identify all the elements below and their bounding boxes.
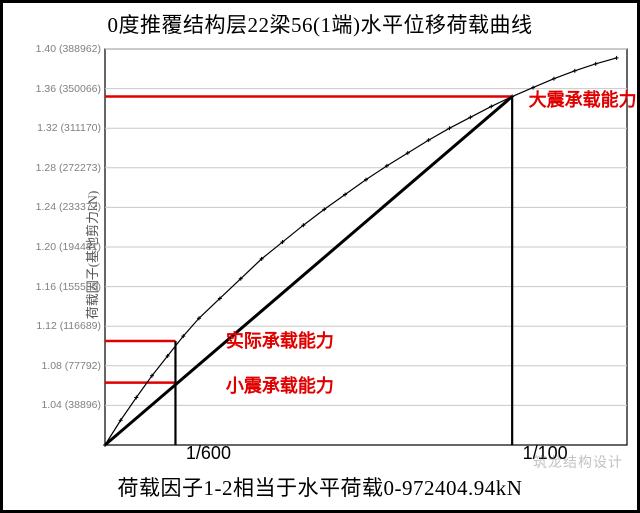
y-tick-label: 1.16 (155585): [36, 281, 101, 293]
y-tick-label: 1.28 (272273): [36, 162, 101, 174]
annotation-label: 实际承载能力: [226, 327, 334, 353]
chart-frame: 0度推覆结构层22梁56(1端)水平位移荷载曲线 荷载因子(基地剪力kN) 1.…: [0, 0, 640, 513]
y-tick-label: 1.40 (388962): [36, 43, 101, 55]
x-axis-mark: 1/600: [186, 443, 231, 464]
chart-title: 0度推覆结构层22梁56(1端)水平位移荷载曲线: [3, 3, 637, 43]
y-tick-label: 1.20 (194481): [36, 241, 101, 253]
y-tick-label: 1.04 (38896): [41, 399, 101, 411]
annotation-label: 大震承载能力: [529, 86, 637, 112]
plot-area: 荷载因子(基地剪力kN) 1.04 (38896)1.08 (77792)1.1…: [33, 45, 633, 465]
y-tick-label: 1.12 (116689): [36, 320, 101, 332]
watermark-text: 筑龙结构设计: [533, 452, 623, 472]
y-tick-label: 1.36 (350066): [36, 83, 101, 95]
bottom-caption: 荷载因子1-2相当于水平荷载0-972404.94kN: [3, 472, 637, 502]
y-tick-label: 1.24 (233377): [36, 201, 101, 213]
y-tick-label: 1.08 (77792): [41, 360, 101, 372]
y-tick-label: 1.32 (311170): [37, 122, 101, 134]
annotation-label: 小震承载能力: [226, 372, 334, 398]
